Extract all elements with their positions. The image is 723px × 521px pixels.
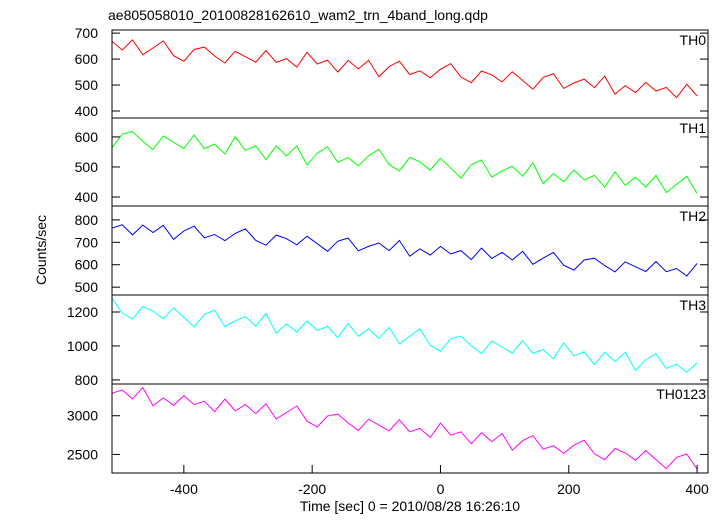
y-tick-label: 1000 xyxy=(67,338,98,354)
light-curve xyxy=(112,130,698,194)
y-tick-label: 800 xyxy=(75,212,99,228)
panel-label: TH3 xyxy=(680,297,707,313)
light-curve xyxy=(112,386,698,470)
y-tick-label: 600 xyxy=(75,51,99,67)
y-tick-label: 1200 xyxy=(67,304,98,320)
panel-frame xyxy=(111,294,709,385)
y-tick-label: 700 xyxy=(75,25,99,41)
y-tick-label: 2500 xyxy=(67,446,98,462)
chart-title: ae805058010_20100828162610_wam2_trn_4ban… xyxy=(108,7,488,23)
x-axis-label: Time [sec] 0 = 2010/08/28 16:26:10 xyxy=(300,498,520,514)
y-tick-label: 400 xyxy=(75,103,99,119)
x-tick-label: -400 xyxy=(170,481,198,497)
y-tick-label: 500 xyxy=(75,77,99,93)
panel-label: TH0123 xyxy=(656,386,706,402)
y-tick-label: 500 xyxy=(75,159,99,175)
panel-frame xyxy=(111,205,709,296)
y-tick-label: 400 xyxy=(75,189,99,205)
panel-label: TH1 xyxy=(680,120,707,136)
light-curve xyxy=(112,39,698,99)
panel-frame xyxy=(111,383,709,474)
panel-frame xyxy=(111,117,709,207)
x-tick-label: 400 xyxy=(685,481,709,497)
light-curve xyxy=(112,224,698,277)
panel-label: TH2 xyxy=(680,208,707,224)
y-tick-label: 600 xyxy=(75,129,99,145)
y-tick-label: 800 xyxy=(75,372,99,388)
x-tick-label: 0 xyxy=(437,481,445,497)
y-tick-label: 500 xyxy=(75,279,99,295)
x-tick-label: 200 xyxy=(557,481,581,497)
y-tick-label: 3000 xyxy=(67,408,98,424)
y-tick-label: 700 xyxy=(75,234,99,250)
y-tick-label: 600 xyxy=(75,257,99,273)
y-axis-label: Counts/sec xyxy=(33,215,49,285)
panel-label: TH0 xyxy=(680,32,707,48)
x-tick-label: -200 xyxy=(298,481,326,497)
light-curve xyxy=(112,298,698,373)
